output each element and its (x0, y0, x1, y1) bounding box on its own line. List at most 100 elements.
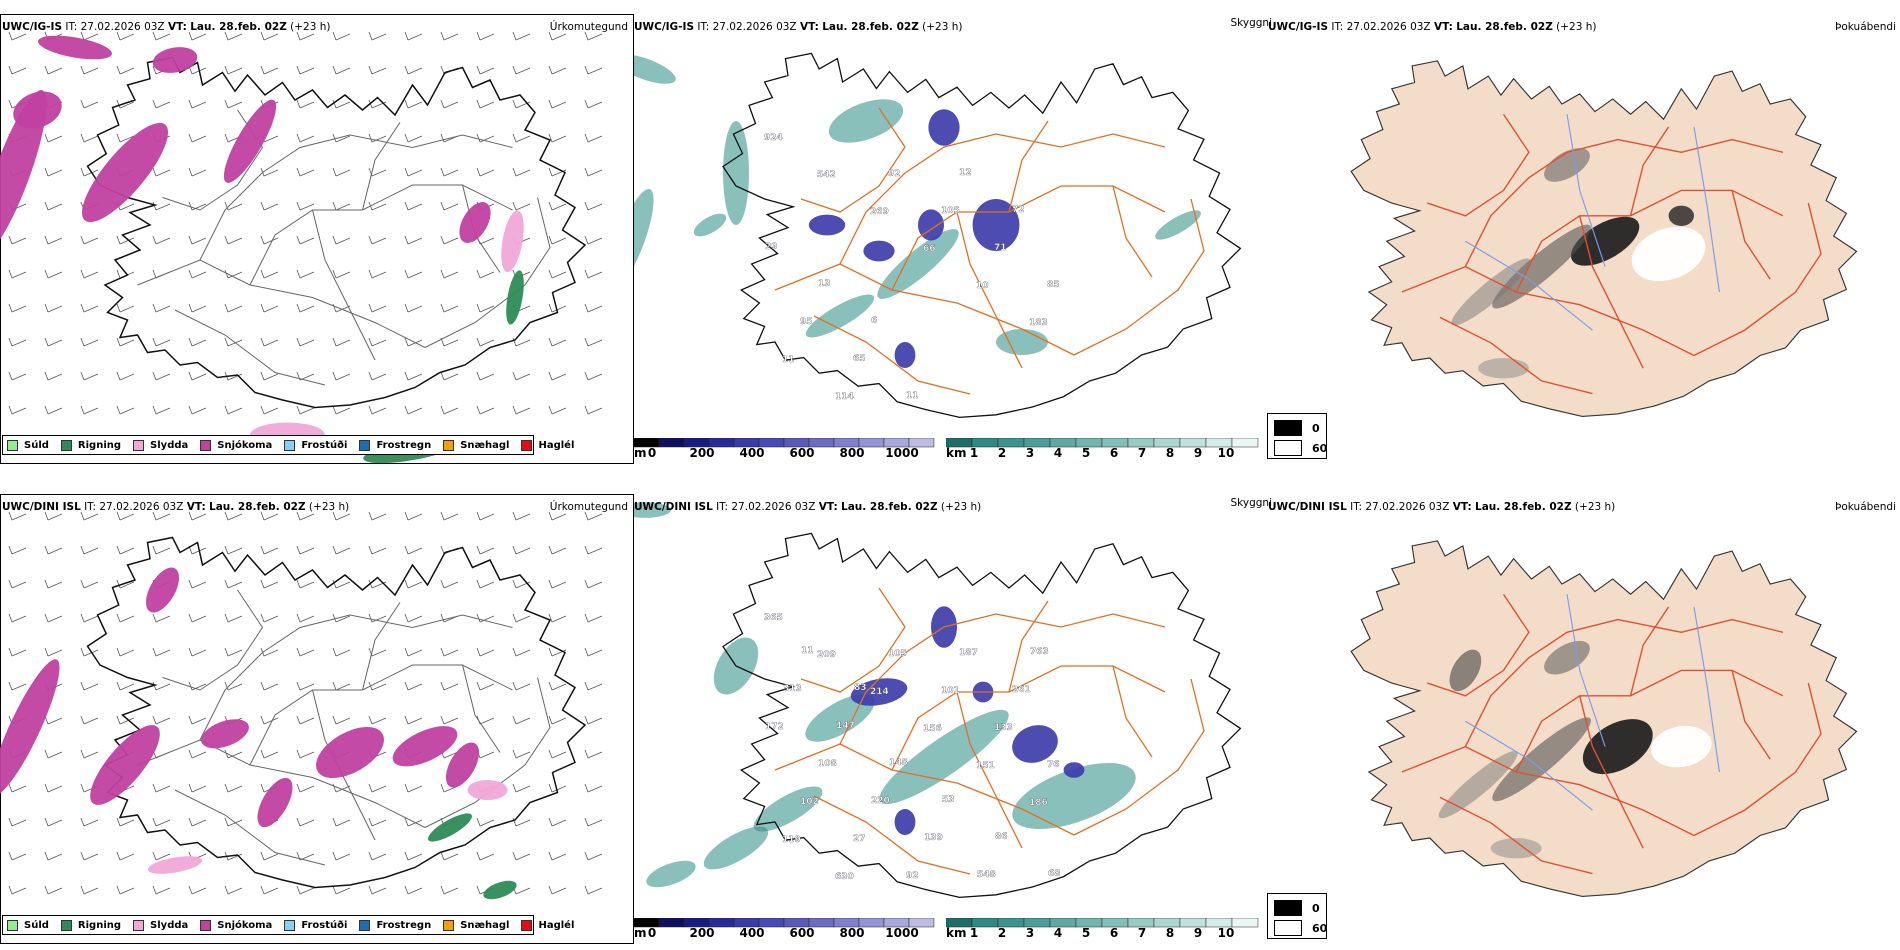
wind-barb (584, 647, 603, 657)
fog-area (1631, 226, 1706, 282)
visibility-area (753, 786, 823, 832)
model-name: UWC/IG-IS (634, 21, 695, 33)
wind-barb (188, 647, 207, 657)
road-line (1579, 695, 1644, 849)
wind-barb (476, 715, 495, 725)
wind-barb (584, 715, 603, 725)
wind-barb (8, 885, 27, 895)
coastline (1350, 540, 1858, 898)
river-line (1693, 126, 1720, 293)
wind-barb (260, 681, 279, 691)
wind-barb (296, 31, 315, 41)
wind-barb (80, 133, 99, 143)
wind-barb (152, 885, 171, 895)
wind-barb (584, 235, 603, 245)
visibility-tick: 4 (1053, 926, 1063, 940)
legend-item: Súld (7, 439, 49, 451)
visibility-area (877, 229, 959, 299)
init-time-value: 27.02.2026 03Z (731, 501, 816, 513)
visibility-unit: km (946, 446, 967, 460)
wind-barb (476, 99, 495, 109)
precip-area (147, 856, 203, 874)
road-line (956, 691, 1023, 849)
wind-barb (8, 579, 27, 589)
wind-barb (188, 405, 207, 415)
wind-barb (368, 715, 387, 725)
wind-barb (44, 235, 63, 245)
wind-barb (476, 817, 495, 827)
wind-barb (476, 613, 495, 623)
wind-barb (332, 133, 351, 143)
legend-swatch (200, 919, 212, 931)
colorbar-cell (1231, 918, 1259, 928)
wind-barb (548, 783, 567, 793)
wind-barb (296, 133, 315, 143)
road-line (774, 743, 1075, 836)
cloud-base-colorbar (634, 438, 935, 448)
wind-barb (332, 201, 351, 211)
wind-barb (440, 201, 459, 211)
wind-barb (512, 817, 531, 827)
precip-area (483, 880, 517, 900)
wind-barb (296, 715, 315, 725)
wind-barb (332, 65, 351, 75)
wind-barb (440, 851, 459, 861)
wind-barb (332, 235, 351, 245)
init-time-value: 27.02.2026 03Z (712, 21, 797, 33)
cloud-base-label: 11 (782, 355, 795, 365)
cloud-base-area (894, 342, 916, 368)
legend-label: Frostregn (376, 919, 432, 931)
visibility-area (805, 294, 875, 338)
precip-area (0, 659, 60, 796)
wind-barb (188, 99, 207, 109)
road-line (1439, 796, 1593, 875)
wind-barb (8, 31, 27, 41)
lead-time: (+23 h) (1556, 21, 1597, 33)
cloud-base-tick: 200 (689, 926, 715, 940)
forecast-header: UWC/DINI ISL IT: 27.02.2026 03Z VT: Lau.… (634, 501, 981, 513)
wind-barb (404, 133, 423, 143)
wind-barb (404, 647, 423, 657)
wind-barb (548, 885, 567, 895)
visibility-tick: 1 (969, 926, 979, 940)
legend-swatch (7, 439, 18, 451)
cloud-base-tick: 800 (839, 926, 865, 940)
wind-barb (548, 613, 567, 623)
wind-barb (512, 749, 531, 759)
wind-barb (476, 545, 495, 555)
lead-time: (+23 h) (290, 21, 331, 33)
road-line (137, 739, 426, 828)
wind-barb (584, 545, 603, 555)
valid-time-value: Lau. 28.feb. 02Z (822, 21, 919, 33)
wind-barb (440, 511, 459, 521)
wind-barb (512, 167, 531, 177)
cloud-base-tick: 400 (739, 926, 765, 940)
road-line (1629, 606, 1670, 696)
legend-swatch (133, 919, 145, 931)
coastline (722, 52, 1242, 419)
road-line (424, 197, 551, 348)
road-line (174, 789, 326, 866)
wind-barb (260, 337, 279, 347)
visibility-area (634, 502, 671, 518)
wind-barb (8, 337, 27, 347)
wind-barb (368, 851, 387, 861)
wind-barb (548, 817, 567, 827)
forecast-header: UWC/DINI ISL IT: 27.02.2026 03Z VT: Lau.… (1268, 501, 1615, 513)
panel-title-fog-index: Þokuábendi (1835, 501, 1896, 513)
legend-item: Haglél (521, 439, 574, 451)
wind-barb (260, 749, 279, 759)
cloud-base-label: 133 (994, 723, 1013, 733)
road-line (956, 211, 1023, 369)
forecast-header: UWC/DINI ISL IT: 27.02.2026 03Z VT: Lau.… (2, 501, 349, 513)
wind-barb (440, 885, 459, 895)
wind-barb (440, 167, 459, 177)
wind-barb (8, 817, 27, 827)
wind-barb (80, 65, 99, 75)
cloud-base-tick: 600 (789, 926, 815, 940)
fog-index-map (1350, 540, 1858, 898)
legend-item: Snæhagl (443, 919, 509, 931)
road-line (1439, 316, 1593, 395)
wind-barb (260, 303, 279, 313)
fog-legend-swatch (1274, 440, 1302, 456)
